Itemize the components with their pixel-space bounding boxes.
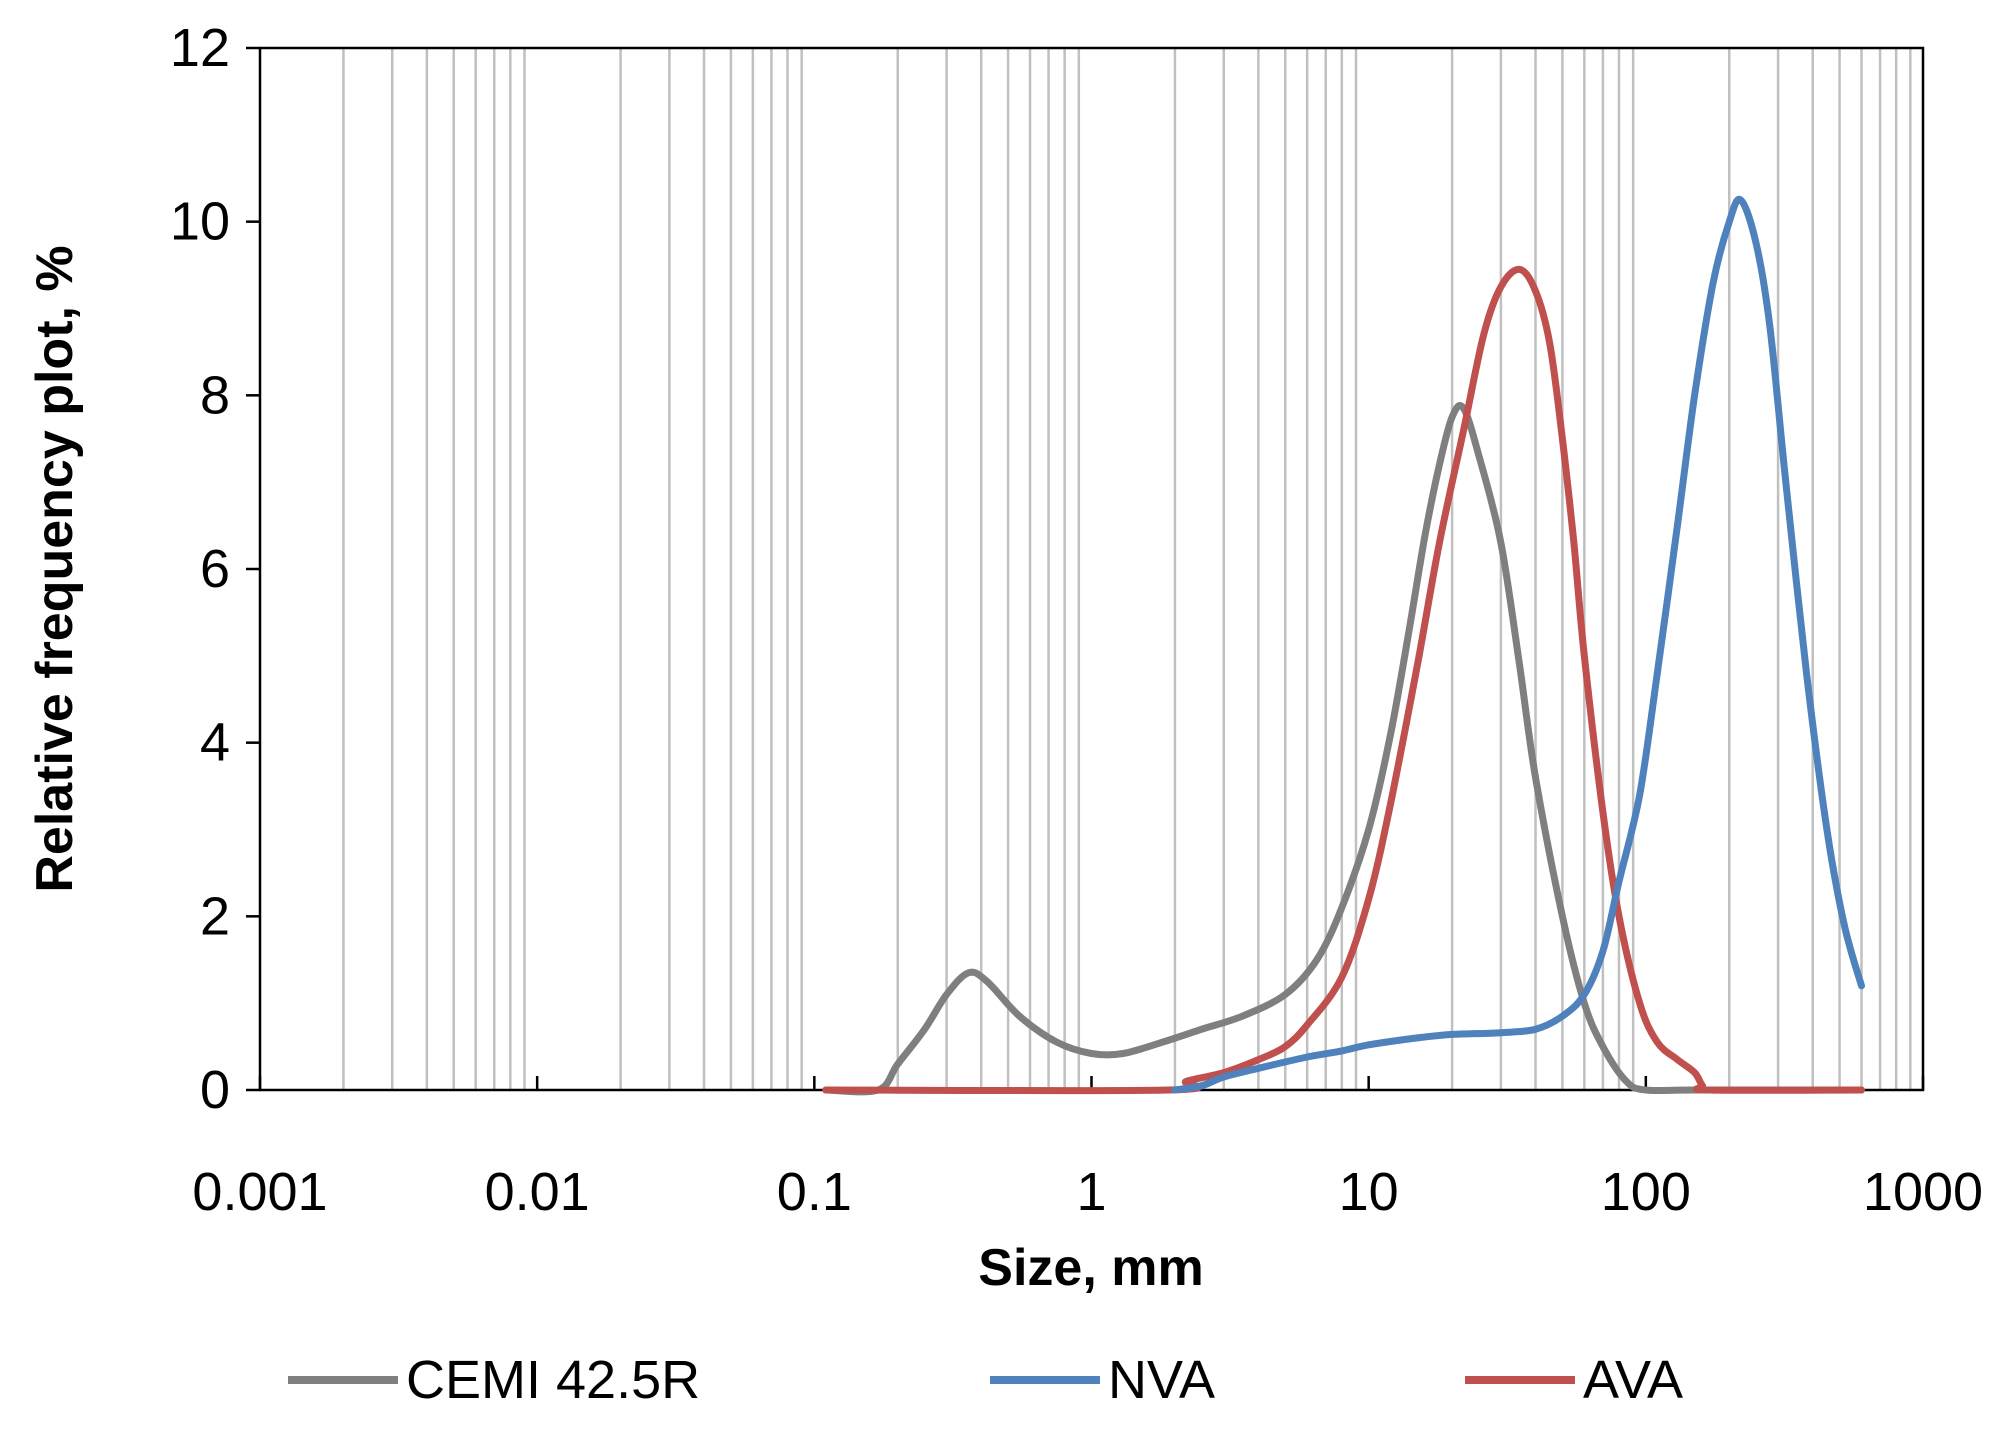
y-tick-label: 2 [200,886,230,946]
y-tick-label: 12 [170,18,230,78]
y-tick-label: 0 [200,1060,230,1120]
x-tick-label: 1 [1076,1162,1106,1222]
tick-labels: 0 2 4 6 8 10 12 0.001 0.01 0.1 1 10 100 1000 [170,18,1983,1222]
series-lines [822,195,1865,1096]
x-tick-label: 10 [1339,1162,1399,1222]
x-tick-label: 0.01 [485,1162,590,1222]
series-line-ava [822,265,1865,1095]
legend-label: NVA [1108,1350,1215,1410]
x-tick-label: 0.001 [192,1162,327,1222]
x-tick-label: 0.1 [777,1162,852,1222]
legend-label: CEMI 42.5R [406,1350,700,1410]
y-tick-label: 10 [170,192,230,252]
x-axis-title: Size, mm [978,1239,1203,1297]
x-tick-label: 100 [1601,1162,1691,1222]
y-axis-title: Relative frequency plot, % [26,245,84,892]
gridlines [342,48,1912,1090]
y-tick-label: 8 [200,365,230,425]
legend-label: AVA [1583,1350,1683,1410]
y-tick-label: 4 [200,713,230,773]
series-line-cemi-42-5r [822,402,1865,1096]
y-tick-label: 6 [200,539,230,599]
legend: CEMI 42.5R NVA AVA [288,1350,1683,1410]
series-line-nva [1171,195,1865,1094]
x-tick-label: 1000 [1863,1162,1983,1222]
